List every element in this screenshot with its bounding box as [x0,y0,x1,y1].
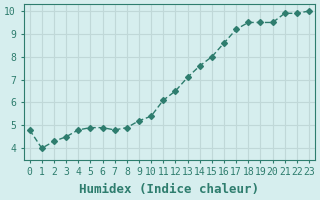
X-axis label: Humidex (Indice chaleur): Humidex (Indice chaleur) [79,183,259,196]
